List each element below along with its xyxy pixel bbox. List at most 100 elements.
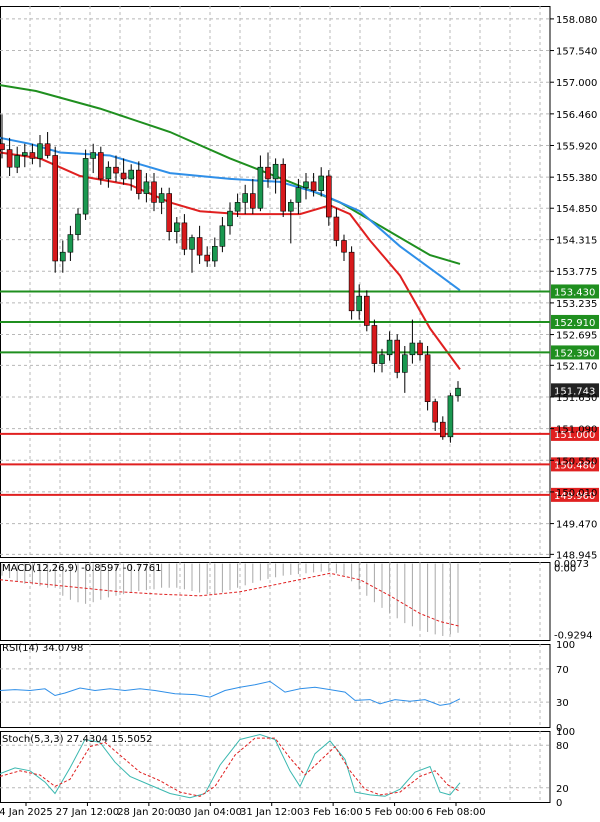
candle-bull — [318, 175, 325, 191]
candle-bull — [67, 234, 74, 253]
candle-bull — [189, 237, 195, 250]
candle-bull — [295, 187, 302, 203]
level-badge — [551, 457, 599, 472]
candlesticks[interactable] — [0, 114, 461, 443]
chart-grid — [0, 6, 551, 803]
macd-label: MACD(12,26,9) -0.8597 -0.7761 — [2, 563, 162, 574]
price-tick-label: 155.920 — [556, 142, 597, 153]
candle-bear — [439, 421, 446, 438]
candle-bull — [143, 181, 150, 194]
price-tick-label: 157.540 — [556, 47, 597, 58]
rsi-label: RSI(14) 34.0798 — [2, 643, 83, 654]
price-tick-label: 150.010 — [556, 488, 597, 499]
candle-bear — [310, 181, 317, 191]
macd-scale-label: 0.0073 — [554, 559, 589, 570]
candle-bull — [227, 210, 233, 227]
panel-frame — [0, 6, 551, 558]
price-tick-label: 151.630 — [556, 393, 597, 404]
level-badge — [551, 314, 599, 329]
candle-bear — [44, 143, 51, 156]
candle-bull — [37, 143, 43, 159]
rsi-scale-label: 100 — [556, 640, 575, 651]
candle-bear — [424, 354, 431, 402]
level-badge-label: 152.390 — [554, 348, 595, 359]
candle-bear — [280, 163, 287, 212]
candle-bear — [325, 175, 332, 218]
candle-bear — [120, 172, 127, 180]
candle-bull — [105, 166, 112, 180]
candle-bear — [204, 254, 210, 262]
macd-scale-label: 0.00 — [554, 564, 576, 575]
macd-signal-line — [0, 572, 461, 627]
candle-bear — [196, 237, 203, 256]
level-badge — [551, 426, 599, 441]
level-badge-label: 151.000 — [554, 430, 595, 441]
candle-bear — [265, 166, 271, 180]
candle-bull — [14, 155, 20, 168]
candle-bull — [21, 152, 28, 156]
panel-frame — [0, 644, 551, 728]
rsi-scale-label: 0 — [556, 723, 562, 734]
candle-bear — [432, 401, 439, 423]
level-badge-label: 150.480 — [554, 460, 595, 471]
candle-bear — [363, 295, 370, 326]
level-badge-label: 152.910 — [554, 318, 595, 329]
candle-bull — [212, 246, 218, 262]
price-tick-label: 157.000 — [556, 78, 597, 89]
candle-bull — [174, 222, 180, 232]
price-tick-label: 153.775 — [556, 267, 597, 278]
stoch-d-line — [0, 737, 461, 797]
time-tick-label: 5 Feb 00:00 — [365, 807, 424, 818]
candle-bull — [82, 158, 89, 215]
candle-bull — [59, 251, 66, 262]
candle-bull — [386, 339, 393, 356]
candle-bear — [136, 169, 142, 194]
candle-bull — [90, 152, 96, 159]
candle-bear — [6, 149, 13, 168]
candle-bull — [356, 295, 363, 312]
price-tick-label: 152.170 — [556, 361, 597, 372]
stoch-k-line — [0, 733, 461, 799]
panel-frame — [0, 562, 551, 641]
candle-bear — [52, 155, 59, 262]
candle-bull — [401, 354, 408, 373]
candle-bull — [158, 193, 165, 203]
candle-bull — [234, 202, 241, 212]
candle-bull — [379, 354, 385, 364]
time-tick-label: 6 Feb 08:00 — [426, 807, 485, 818]
candle-bear — [250, 193, 256, 209]
price-tick-label: 154.850 — [556, 204, 597, 215]
time-tick-label: 3 Feb 16:00 — [304, 807, 363, 818]
current-price-badge — [551, 383, 599, 398]
candle-bear — [181, 222, 188, 250]
current-price-label: 151.743 — [554, 386, 595, 397]
candle-bull — [447, 395, 454, 438]
candle-bull — [219, 225, 226, 247]
time-tick-label: 4 Jan 2025 — [0, 807, 53, 818]
price-levels: 153.430 152.910 152.390 151.000 150.480 149.9… — [0, 284, 599, 502]
candle-bear — [394, 339, 401, 373]
candle-bull — [455, 387, 461, 397]
price-tick-label: 153.235 — [556, 299, 597, 310]
level-badge-label: 149.960 — [554, 491, 595, 502]
level-badge — [551, 345, 599, 360]
stoch-label: Stoch(5,3,3) 27.4304 15.5052 — [2, 734, 153, 745]
rsi-scale-label: 70 — [556, 665, 569, 676]
candle-bear — [348, 251, 355, 312]
candle-bull — [257, 166, 264, 209]
rsi-line — [0, 680, 461, 706]
time-tick-label: 31 Jan 12:00 — [240, 807, 303, 818]
ma-fast-line — [0, 151, 461, 370]
price-tick-label: 156.460 — [556, 110, 597, 121]
candle-bear — [166, 193, 172, 232]
price-tick-label: 151.090 — [556, 425, 597, 436]
time-tick-label: 28 Jan 20:00 — [117, 807, 180, 818]
rsi-scale-label: 30 — [556, 698, 569, 709]
price-tick-label: 149.470 — [556, 520, 597, 531]
price-tick-label: 155.380 — [556, 173, 597, 184]
panel-frame — [0, 731, 551, 803]
level-badge — [551, 487, 599, 502]
price-tick-label: 150.550 — [556, 456, 597, 467]
